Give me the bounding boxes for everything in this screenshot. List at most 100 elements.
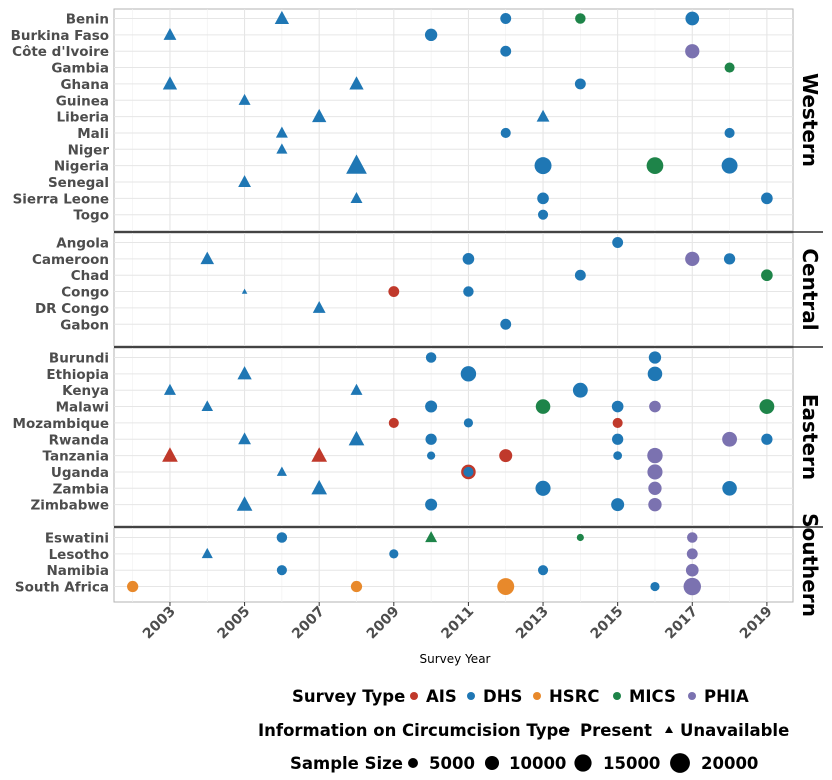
legend-key-size-5000 [408,758,418,768]
x-tick-label-2019: 2019 [737,604,776,643]
point-sierra-leone-2019-dhs [761,192,773,205]
point-nigeria-2008-dhs [346,154,367,174]
legend-key-size-10000 [484,755,500,771]
point-tanzania-2015-dhs [613,451,623,460]
point-lesotho-2004-dhs [201,547,213,559]
legend-key-present [564,727,570,733]
point-gabon-2012-dhs [500,318,512,330]
point-mali-2012-dhs [500,127,511,138]
legend-key-hsrc [533,692,541,700]
country-label-congo: Congo [61,285,109,301]
country-label-lesotho: Lesotho [49,547,109,563]
legend-label-ais: AIS [426,687,457,706]
point-tanzania-2012-ais [499,449,513,463]
point-eswatini-2014-mics [576,533,584,542]
point-malawi-2016-phia [649,400,661,413]
point-senegal-2005-dhs [238,175,251,187]
x-tick-label-2005: 2005 [215,604,254,643]
point-tanzania-2016-phia [647,447,663,464]
country-label-guinea: Guinea [56,93,109,109]
point-niger-2006-dhs [276,143,288,154]
point-rwanda-2010-dhs [425,433,437,445]
x-tick-label-2011: 2011 [438,604,477,643]
point-nigeria-2013-dhs [534,157,552,175]
country-label-sierra-leone: Sierra Leone [13,191,109,207]
point-zimbabwe-2015-dhs [611,498,625,512]
point-congo-2011-dhs [463,286,474,297]
country-label-benin: Benin [66,12,109,28]
legend-label-size-20000: 20000 [701,754,758,773]
point-ghana-2014-dhs [574,78,586,90]
point-mali-2006-dhs [275,126,288,138]
panel-background [113,347,794,527]
country-label-zimbabwe: Zimbabwe [30,498,109,514]
point-mali-2018-dhs [724,127,735,138]
point-cameroon-2017-phia [685,251,700,266]
legend-title: Sample Size [290,754,403,773]
point-nigeria-2016-mics [646,157,664,175]
point-eswatini-2010-mics [425,531,438,543]
point-malawi-2010-dhs [425,400,438,413]
country-label-eswatini: Eswatini [45,531,109,547]
point-eswatini-2006-dhs [276,532,288,543]
point-sierra-leone-2013-dhs [537,192,549,205]
point-co-te-d-ivoire-2017-phia [685,44,700,59]
country-label-nigeria: Nigeria [54,159,109,175]
point-uganda-2016-phia [647,464,663,480]
legend-key-ais [410,692,418,700]
point-south-africa-2008-hsrc [350,580,363,593]
point-malawi-2019-mics [759,399,775,414]
point-ghana-2003-dhs [162,76,178,90]
point-dr-congo-2007-dhs [312,301,326,313]
point-kenya-2003-dhs [163,383,176,395]
point-cameroon-2011-dhs [462,253,475,265]
legend-sample-size: Sample Size 5000 10000 15000 20000 [290,753,758,773]
country-label-tanzania: Tanzania [42,449,109,465]
country-label-ghana: Ghana [60,77,109,93]
point-lesotho-2009-dhs [389,549,399,559]
point-congo-2005-dhs [241,288,248,294]
legend-survey-type: Survey Type AIS DHS HSRC MICS PHIA [292,687,749,706]
point-kenya-2014-dhs [572,382,588,398]
country-label-kenya: Kenya [62,383,109,399]
point-ghana-2008-dhs [349,76,364,90]
point-zambia-2013-dhs [535,480,551,496]
point-benin-2012-dhs [500,13,512,24]
point-malawi-2004-dhs [201,400,214,412]
country-label-zambia: Zambia [53,481,109,497]
point-liberia-2013-dhs [536,109,550,122]
point-tanzania-2007-ais [311,447,328,462]
point-liberia-2007-dhs [312,108,327,123]
point-mozambique-2011-dhs [463,418,474,428]
legend-label-size-15000: 15000 [603,754,660,773]
point-eswatini-2017-phia [687,532,698,543]
panel-background [113,527,794,603]
x-axis: 2003 2005 2007 2009 2011 2013 2015 2017 2019 [140,602,776,642]
point-malawi-2013-mics [535,399,551,414]
point-nigeria-2018-dhs [721,157,738,174]
country-label-rwanda: Rwanda [49,432,109,448]
legend-label-mics: MICS [629,687,676,706]
country-label-dr-congo: DR Congo [35,301,109,317]
x-tick-label-2013: 2013 [513,604,552,643]
point-tanzania-2010-dhs [427,451,436,460]
point-namibia-2006-dhs [276,565,287,576]
point-mozambique-2009-ais [388,417,399,428]
point-burkina-faso-2010-dhs [424,28,438,42]
legend-key-phia [688,692,696,700]
x-tick-label-2015: 2015 [588,604,627,643]
point-benin-2006-dhs [274,10,290,25]
legend-label-unavailable: Unavailable [680,721,789,740]
point-tanzania-2003-ais [162,447,178,462]
country-label-ethiopia: Ethiopia [46,367,109,383]
panel-background [113,232,794,347]
point-benin-2017-dhs [685,11,700,26]
country-label-malawi: Malawi [56,400,109,416]
point-ethiopia-2016-dhs [647,366,663,382]
legend-key-mics [613,692,621,700]
legend-label-dhs: DHS [483,687,522,706]
facet-label-western: Western [798,73,822,167]
